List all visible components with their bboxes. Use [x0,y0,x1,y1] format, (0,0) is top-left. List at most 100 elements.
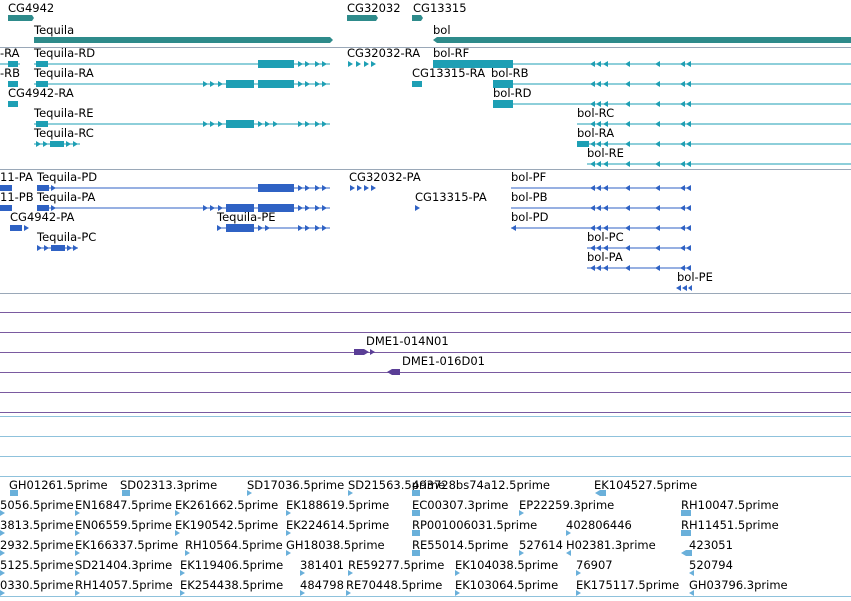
gene-bar-icon[interactable] [34,37,333,43]
clone-row-line [0,372,851,373]
est-label[interactable]: 520794 [689,558,733,572]
est-label[interactable]: EK166337.5prime [75,538,179,552]
protein-label[interactable]: Tequila-PD [37,170,98,184]
mrna-label[interactable]: Tequila-RA [34,66,94,80]
est-label[interactable]: GH18038.5prime [286,538,385,552]
protein-label[interactable]: CG4942-PA [10,210,75,224]
mrna-label[interactable]: bol-RC [577,106,615,120]
clone-row-line [0,352,851,353]
est-label[interactable]: 5056.5prime [0,498,74,512]
est-label[interactable]: EP22259.3prime [519,498,615,512]
protein-label[interactable]: bol-PC [587,230,624,244]
est-label[interactable]: 0330.5prime [0,578,74,592]
est-label[interactable]: 76907 [576,558,613,572]
est-label[interactable]: EK103064.5prime [455,578,559,592]
est-label[interactable]: EK119406.5prime [180,558,284,572]
protein-label[interactable]: bol-PE [677,270,713,284]
est-label[interactable]: RH10564.5prime [185,538,283,552]
est-label[interactable]: RH14057.5prime [75,578,173,592]
est-label[interactable]: SD17036.5prime [247,478,345,492]
est-label[interactable]: EK261662.5prime [175,498,279,512]
protein-label[interactable]: bol-PB [511,190,548,204]
mrna-label[interactable]: -RB [0,66,21,80]
mrna-label[interactable]: CG4942-RA [8,86,74,100]
mrna-label[interactable]: bol-RF [433,46,470,60]
protein-label[interactable]: bol-PA [587,250,623,264]
gene-bar-icon[interactable] [8,15,34,21]
est-label[interactable]: GH01261.5prime [9,478,108,492]
protein-label[interactable]: CG13315-PA [415,190,487,204]
clone-label[interactable]: DME1-014N01 [366,334,449,348]
est-label[interactable]: EK254438.5prime [180,578,284,592]
est-label[interactable]: EC00307.3prime [412,498,509,512]
protein-label[interactable]: Tequila-PE [217,210,276,224]
est-label[interactable]: 423051 [689,538,733,552]
est-label[interactable]: EK190542.5prime [175,518,279,532]
mrna-label[interactable]: Tequila-RC [34,126,94,140]
est-label[interactable]: 527614 [519,538,563,552]
mrna-label[interactable]: bol-RB [491,66,529,80]
gene-label[interactable]: CG4942 [8,1,55,15]
est-label[interactable]: SD21563.5prime [348,478,446,492]
protein-label[interactable]: Tequila-PC [37,230,97,244]
est-label[interactable]: 3813.5prime [0,518,74,532]
protein-label[interactable]: 11-PA [0,170,33,184]
est-label[interactable]: EK175117.5prime [576,578,680,592]
clone-row-line [0,312,851,313]
protein-label[interactable]: CG32032-PA [349,170,421,184]
protein-label[interactable]: bol-PD [511,210,549,224]
est-label[interactable]: SD02313.3prime [120,478,218,492]
est-row-line [0,436,851,437]
est-label[interactable]: 5125.5prime [0,558,74,572]
protein-label[interactable]: bol-PF [511,170,547,184]
est-row-line [0,476,851,477]
est-label[interactable]: RP001006031.5prime [412,518,538,532]
est-label[interactable]: 484798 [300,578,344,592]
est-label[interactable]: RH10047.5prime [681,498,779,512]
mrna-track-divider [0,169,851,170]
est-row-line [0,596,851,597]
est-label[interactable]: H02381.3prime [566,538,656,552]
gene-label[interactable]: Tequila [34,23,75,37]
est-label[interactable]: RE59277.5prime [348,558,445,572]
mrna-label[interactable]: CG32032-RA [347,46,421,60]
est-label[interactable]: 2932.5prime [0,538,74,552]
est-label[interactable]: 493728bs74a12.5prime [412,478,550,492]
est-label[interactable]: EK104527.5prime [594,478,698,492]
est-label[interactable]: GH03796.3prime [689,578,788,592]
est-row-line [0,416,851,417]
clone-label[interactable]: DME1-016D01 [402,354,485,368]
gene-bar-icon[interactable] [433,37,851,43]
mrna-label[interactable]: Tequila-RE [34,106,94,120]
mrna-label[interactable]: -RA [0,46,20,60]
protein-label[interactable]: 11-PB [0,190,34,204]
est-label[interactable]: SD21404.3prime [75,558,173,572]
mrna-label[interactable]: Tequila-RD [34,46,96,60]
mrna-label[interactable]: bol-RA [577,126,615,140]
est-label[interactable]: EK104038.5prime [455,558,559,572]
est-label[interactable]: 402806446 [566,518,632,532]
mrna-label[interactable]: CG13315-RA [412,66,486,80]
mrna-label[interactable]: bol-RD [493,86,532,100]
clone-row-line [0,412,851,413]
clone-row-line [0,392,851,393]
est-label[interactable]: EK188619.5prime [286,498,390,512]
est-label[interactable]: RE70448.5prime [346,578,443,592]
est-label[interactable]: RH11451.5prime [681,518,779,532]
gene-bar-icon[interactable] [347,15,378,21]
est-label[interactable]: EK224614.5prime [286,518,390,532]
gene-label[interactable]: CG32032 [347,1,401,15]
est-label[interactable]: RE55014.5prime [412,538,509,552]
est-label[interactable]: EN16847.5prime [75,498,172,512]
est-label[interactable]: EN06559.5prime [75,518,172,532]
gene-bar-icon[interactable] [412,15,423,21]
est-row-line [0,456,851,457]
gene-label[interactable]: bol [433,23,451,37]
gene-label[interactable]: CG13315 [413,1,467,15]
protein-label[interactable]: Tequila-PA [37,190,96,204]
est-label[interactable]: 381401 [300,558,344,572]
mrna-label[interactable]: bol-RE [587,146,624,160]
